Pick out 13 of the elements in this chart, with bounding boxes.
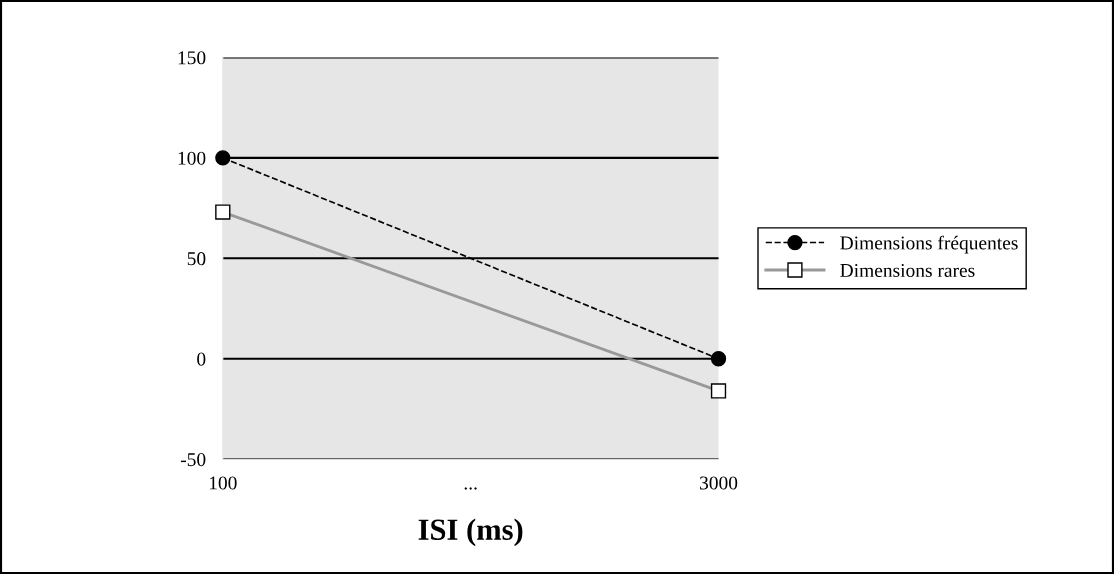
y-tick-label: 0	[197, 352, 206, 366]
legend-label: Dimensions fréquentes	[840, 235, 1018, 254]
legend-label: Dimensions rares	[840, 263, 975, 277]
point	[710, 351, 727, 367]
x-axis-title: ISI (ms)	[418, 518, 523, 547]
point	[215, 150, 231, 166]
y-tick-label: 50	[187, 252, 206, 266]
x-tick-label: ...	[464, 487, 477, 490]
x-tick-label: 3000	[700, 476, 738, 490]
y-tick-label: -50	[180, 453, 206, 467]
y-tick-label: 150	[178, 51, 206, 65]
y-tick-label: 100	[178, 151, 206, 165]
x-tick-label: 100	[209, 476, 237, 490]
